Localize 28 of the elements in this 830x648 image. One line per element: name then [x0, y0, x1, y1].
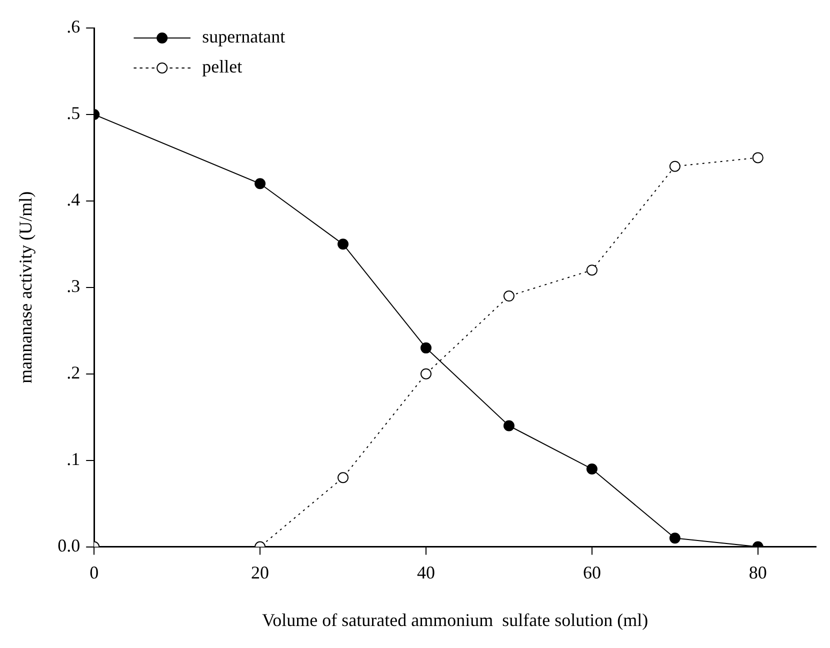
x-tick-label: 80: [748, 562, 767, 582]
y-axis-title: mannanase activity (U/ml): [16, 191, 36, 384]
point: [669, 532, 680, 544]
y-tick-label: .1: [66, 449, 80, 470]
x-tick-label: 40: [417, 562, 436, 582]
legend-label: supernatant: [202, 26, 286, 47]
x-tick-label: 20: [251, 562, 270, 582]
point: [254, 178, 266, 190]
point: [586, 463, 598, 474]
y-tick-label: .3: [66, 276, 80, 296]
point: [669, 160, 680, 172]
y-tick-label: .4: [66, 190, 80, 210]
point: [586, 264, 598, 276]
point: [752, 152, 764, 164]
y-tick-label: .6: [66, 16, 80, 37]
y-tick-label: 0.0: [58, 536, 80, 556]
point: [420, 342, 432, 354]
y-tick-label: .2: [66, 362, 80, 383]
y-tick-label: .5: [66, 103, 80, 124]
point: [420, 368, 432, 380]
legend-label: pellet: [202, 56, 242, 77]
x-tick-label: 60: [582, 562, 601, 582]
x-axis-title: Volume of saturated ammonium sulfate solution (ml): [262, 610, 648, 630]
point: [338, 238, 349, 250]
x-tick-label: 0: [90, 562, 99, 582]
point: [338, 472, 349, 484]
point: [503, 420, 514, 432]
point: [503, 290, 514, 302]
